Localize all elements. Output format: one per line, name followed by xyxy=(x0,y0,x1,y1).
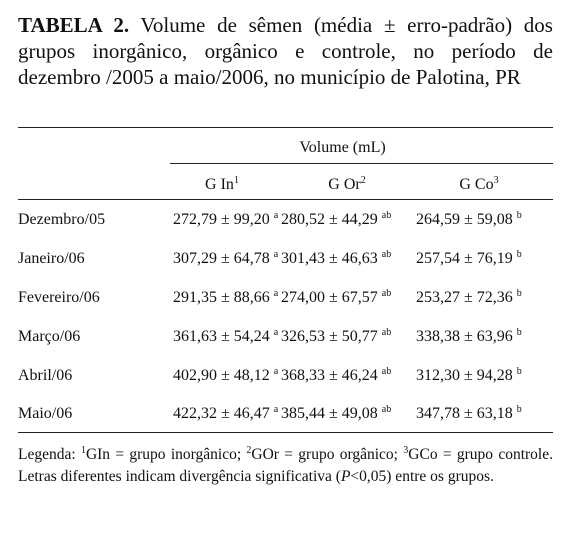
column-header: G In1 xyxy=(162,176,282,194)
cell: 264,59 ± 59,08 b xyxy=(416,211,522,229)
cell-value: 272,79 ± 99,20 xyxy=(173,211,270,228)
table-caption: TABELA 2. Volume de sêmen (média ± erro-… xyxy=(18,12,553,90)
header-rule xyxy=(18,199,553,200)
cell: 280,52 ± 44,29 ab xyxy=(281,211,391,229)
cell-letter: b xyxy=(516,404,522,415)
column-name: G In xyxy=(205,176,234,193)
legend-text: 1 xyxy=(80,445,86,456)
cell: 312,30 ± 94,28 b xyxy=(416,367,522,385)
cell-letter: ab xyxy=(381,366,392,377)
cell: 291,35 ± 88,66 a xyxy=(173,289,278,307)
row-label: Abril/06 xyxy=(18,367,73,384)
cell: 338,38 ± 63,96 b xyxy=(416,328,522,346)
cell-letter: b xyxy=(516,249,522,260)
cell-value: 301,43 ± 46,63 xyxy=(281,250,378,267)
cell-value: 361,63 ± 54,24 xyxy=(173,328,270,345)
legend-text: 2 xyxy=(246,445,252,456)
cell: 253,27 ± 72,36 b xyxy=(416,289,522,307)
cell: 307,29 ± 64,78 a xyxy=(173,250,278,268)
cell-value: 280,52 ± 44,29 xyxy=(281,211,378,228)
cell: 368,33 ± 46,24 ab xyxy=(281,367,391,385)
cell-letter: ab xyxy=(381,404,392,415)
legend-text: 3 xyxy=(403,445,409,456)
group-header: Volume (mL) xyxy=(299,139,386,156)
cell-value: 274,00 ± 67,57 xyxy=(281,289,378,306)
group-rule xyxy=(170,163,553,164)
cell: 326,53 ± 50,77 ab xyxy=(281,328,391,346)
column-sup: 2 xyxy=(360,175,366,186)
cell-letter: b xyxy=(516,366,522,377)
legend-text: Legenda: xyxy=(18,446,81,463)
cell-value: 291,35 ± 88,66 xyxy=(173,289,270,306)
caption-text: Volume de sêmen (média ± erro-padrão) do… xyxy=(18,13,553,89)
top-rule xyxy=(18,127,553,128)
cell-letter: ab xyxy=(381,327,392,338)
cell-value: 253,27 ± 72,36 xyxy=(416,289,513,306)
cell-value: 368,33 ± 46,24 xyxy=(281,367,378,384)
cell-value: 326,53 ± 50,77 xyxy=(281,328,378,345)
cell-letter: a xyxy=(273,366,279,377)
cell-letter: a xyxy=(273,327,279,338)
cell-letter: a xyxy=(273,404,279,415)
cell-value: 312,30 ± 94,28 xyxy=(416,367,513,384)
cell-value: 307,29 ± 64,78 xyxy=(173,250,270,267)
cell-letter: a xyxy=(273,249,279,260)
row-label: Dezembro/05 xyxy=(18,211,106,228)
cell: 361,63 ± 54,24 a xyxy=(173,328,278,346)
cell-value: 385,44 ± 49,08 xyxy=(281,405,378,422)
column-name: G Co xyxy=(459,176,494,193)
cell-letter: b xyxy=(516,327,522,338)
bottom-rule xyxy=(18,432,553,433)
cell-letter: b xyxy=(516,210,522,221)
cell-letter: ab xyxy=(381,288,392,299)
cell: 257,54 ± 76,19 b xyxy=(416,250,522,268)
cell-value: 338,38 ± 63,96 xyxy=(416,328,513,345)
cell: 402,90 ± 48,12 a xyxy=(173,367,278,385)
cell-letter: ab xyxy=(381,249,392,260)
cell-value: 422,32 ± 46,47 xyxy=(173,405,270,422)
row-label: Janeiro/06 xyxy=(18,250,85,267)
cell-letter: a xyxy=(273,288,279,299)
cell: 385,44 ± 49,08 ab xyxy=(281,405,391,423)
cell-value: 347,78 ± 63,18 xyxy=(416,405,513,422)
cell: 272,79 ± 99,20 a xyxy=(173,211,278,229)
cell: 347,78 ± 63,18 b xyxy=(416,405,522,423)
cell: 274,00 ± 67,57 ab xyxy=(281,289,391,307)
legend-text: P xyxy=(340,468,351,485)
legend-text: GCo = grupo controle. Letras diferentes … xyxy=(18,446,553,485)
legend-text: <0,05) entre os grupos. xyxy=(350,468,494,485)
cell-letter: a xyxy=(273,210,279,221)
cell-value: 257,54 ± 76,19 xyxy=(416,250,513,267)
column-sup: 1 xyxy=(233,175,239,186)
column-sup: 3 xyxy=(493,175,499,186)
caption-label: TABELA 2. xyxy=(18,13,130,37)
column-header: G Co3 xyxy=(419,176,539,194)
cell: 422,32 ± 46,47 a xyxy=(173,405,278,423)
column-name: G Or xyxy=(328,176,361,193)
legend: Legenda: 1GIn = grupo inorgânico; 2GOr =… xyxy=(18,444,553,488)
column-header: G Or2 xyxy=(287,176,407,194)
cell-value: 264,59 ± 59,08 xyxy=(416,211,513,228)
cell-value: 402,90 ± 48,12 xyxy=(173,367,270,384)
row-label: Maio/06 xyxy=(18,405,73,422)
row-label: Março/06 xyxy=(18,328,81,345)
row-label: Fevereiro/06 xyxy=(18,289,100,306)
legend-text: GOr = grupo orgânico; xyxy=(251,446,404,463)
cell-letter: b xyxy=(516,288,522,299)
cell: 301,43 ± 46,63 ab xyxy=(281,250,391,268)
legend-text: GIn = grupo inorgânico; xyxy=(85,446,247,463)
cell-letter: ab xyxy=(381,210,392,221)
